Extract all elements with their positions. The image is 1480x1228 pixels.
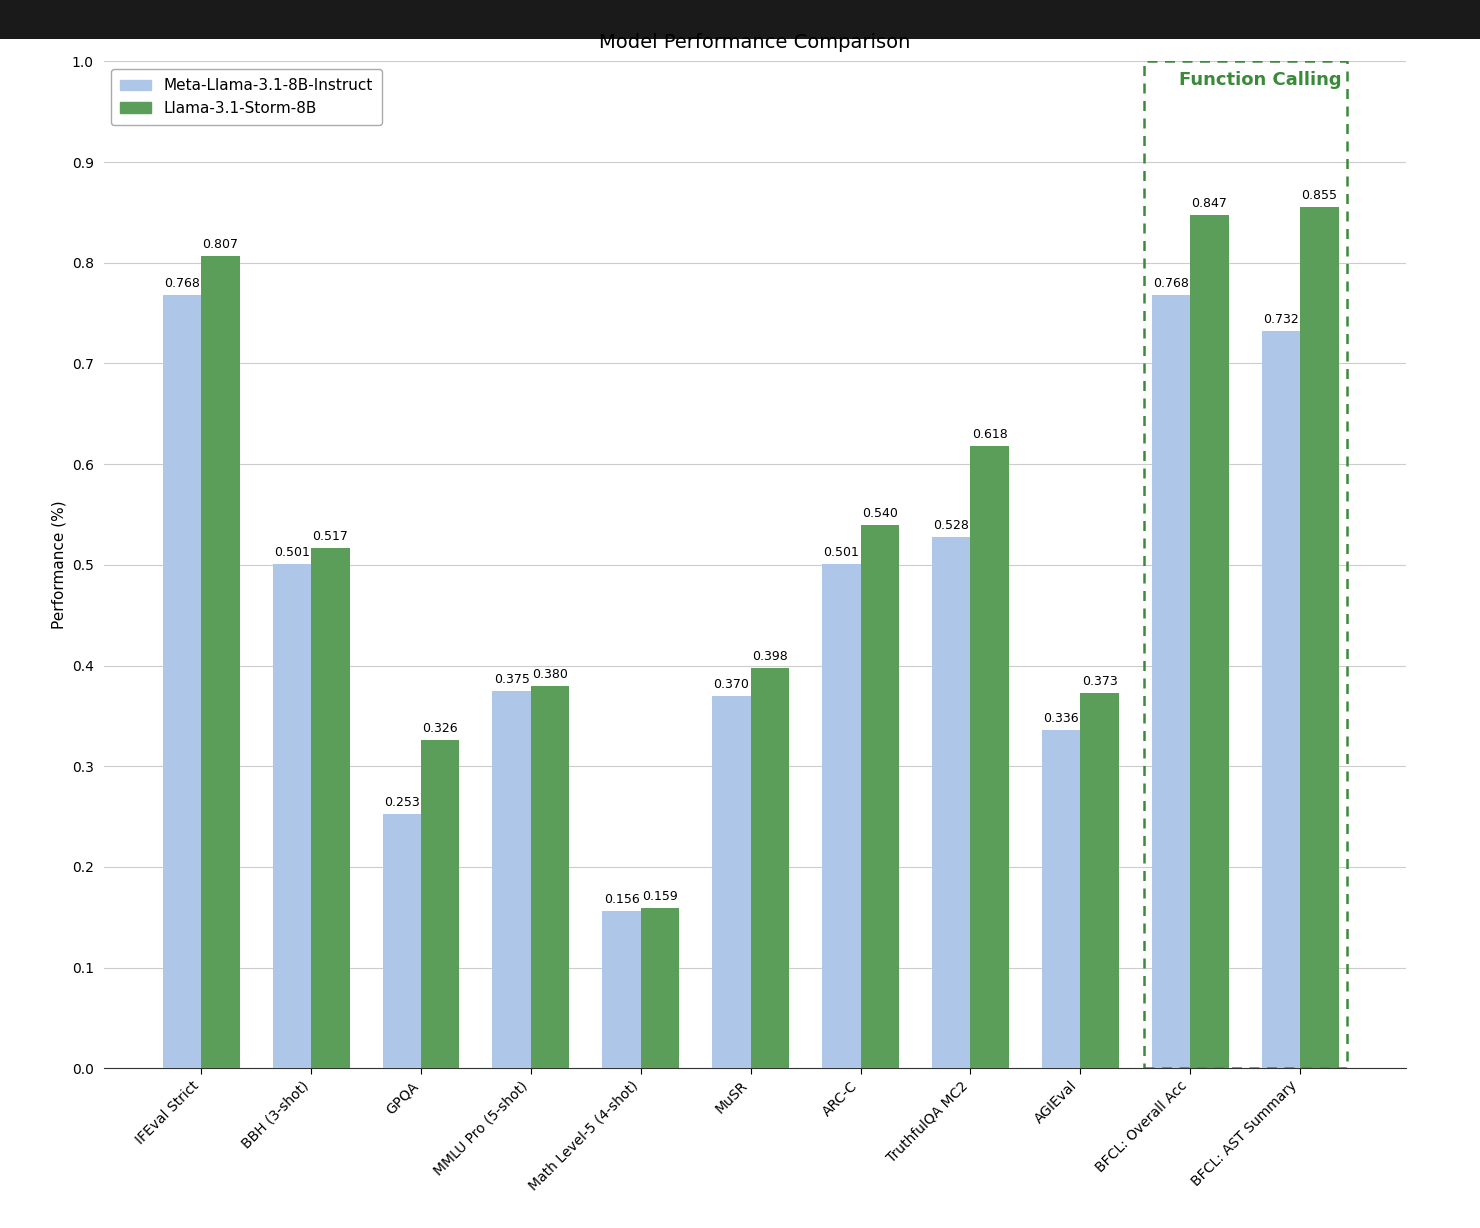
Bar <box>420 740 459 1068</box>
Bar <box>602 911 641 1068</box>
Text: 0.855: 0.855 <box>1301 189 1338 203</box>
Text: 0.528: 0.528 <box>934 518 969 532</box>
Bar <box>1080 693 1119 1068</box>
Text: 0.375: 0.375 <box>494 673 530 685</box>
Text: 0.517: 0.517 <box>312 529 348 543</box>
Bar <box>712 696 750 1068</box>
Legend: Meta-Llama-3.1-8B-Instruct, Llama-3.1-Storm-8B: Meta-Llama-3.1-8B-Instruct, Llama-3.1-St… <box>111 69 382 125</box>
Text: 0.768: 0.768 <box>164 278 200 290</box>
Bar <box>1151 295 1190 1068</box>
Text: Function Calling: Function Calling <box>1178 71 1341 90</box>
Title: Model Performance Comparison: Model Performance Comparison <box>599 32 910 52</box>
Text: 0.159: 0.159 <box>642 890 678 904</box>
Text: 0.398: 0.398 <box>752 650 787 663</box>
Bar <box>1190 215 1228 1068</box>
Bar <box>1299 208 1338 1068</box>
Text: 0.618: 0.618 <box>972 429 1008 441</box>
Bar <box>311 548 349 1068</box>
Y-axis label: Performance (%): Performance (%) <box>52 501 67 629</box>
Bar <box>641 909 679 1068</box>
Text: 0.501: 0.501 <box>823 545 860 559</box>
Text: 0.380: 0.380 <box>533 668 568 680</box>
Text: 0.156: 0.156 <box>604 893 639 906</box>
Bar <box>493 690 531 1068</box>
Bar <box>201 255 240 1068</box>
Bar <box>163 295 201 1068</box>
Text: 0.326: 0.326 <box>422 722 459 736</box>
Text: 0.732: 0.732 <box>1262 313 1299 327</box>
Text: 0.253: 0.253 <box>383 796 420 808</box>
Bar <box>531 685 570 1068</box>
Bar <box>382 814 420 1068</box>
Text: 0.370: 0.370 <box>713 678 749 690</box>
Bar <box>1042 729 1080 1068</box>
Bar <box>1261 332 1299 1068</box>
Bar <box>272 564 311 1068</box>
Text: 0.540: 0.540 <box>861 507 898 519</box>
Text: 0.768: 0.768 <box>1153 278 1188 290</box>
Bar <box>750 668 789 1068</box>
Text: 0.501: 0.501 <box>274 545 309 559</box>
Text: 0.373: 0.373 <box>1082 674 1117 688</box>
Text: 0.807: 0.807 <box>203 238 238 251</box>
Text: 0.847: 0.847 <box>1191 198 1227 210</box>
Text: 0.336: 0.336 <box>1043 712 1079 725</box>
Bar <box>971 446 1009 1068</box>
Bar <box>932 537 971 1068</box>
Bar <box>860 524 898 1068</box>
Bar <box>821 564 860 1068</box>
